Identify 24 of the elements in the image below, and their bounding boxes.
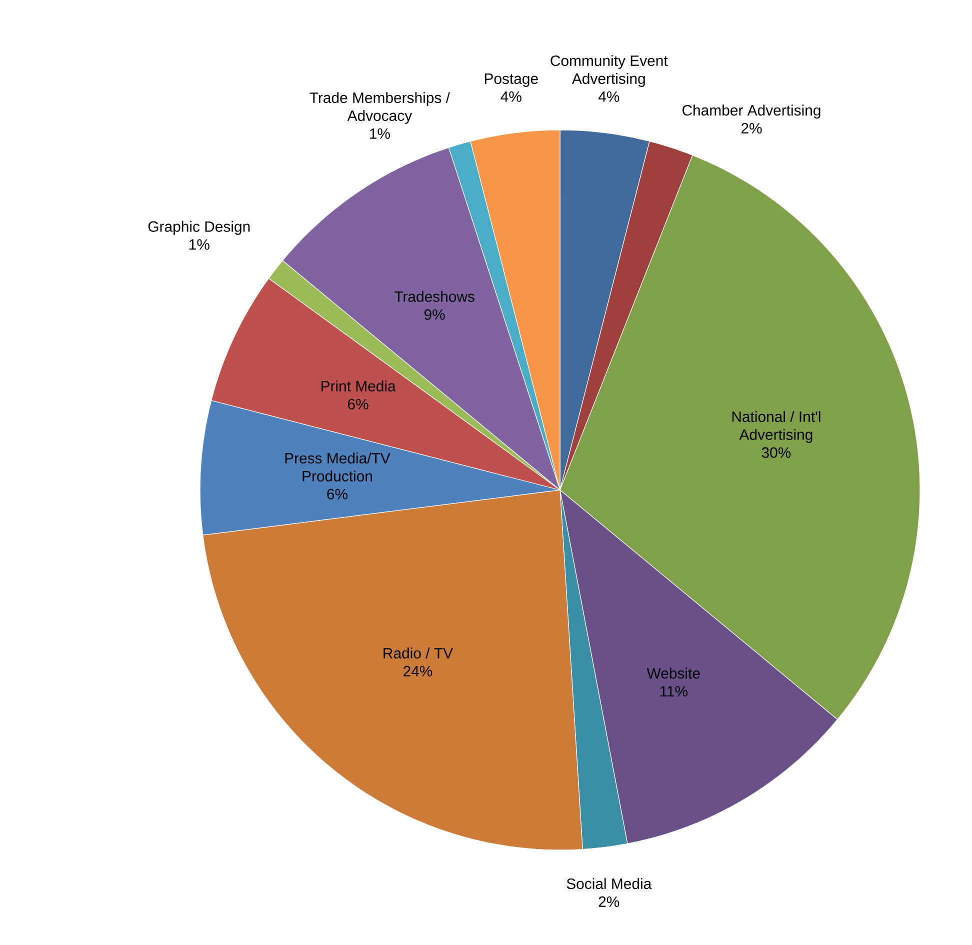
data-label: 2% <box>741 122 762 134</box>
slice-label: Print Media <box>321 380 396 392</box>
slice-label: National / Int'l Advertising <box>732 411 820 443</box>
slice-label: Postage <box>484 74 538 87</box>
slice-label: Press Media/TV Production <box>285 452 390 482</box>
data-label: 4% <box>598 91 620 102</box>
data-label: 30% <box>762 447 791 458</box>
slice-label: Radio / TV <box>384 648 453 659</box>
data-label: 1% <box>189 239 210 250</box>
slice-label: Graphic Design <box>148 220 250 235</box>
data-label: 1% <box>370 128 390 139</box>
slice-label: Website <box>646 668 700 679</box>
data-label: 24% <box>404 666 432 676</box>
slice-label: Community Event Advertising <box>550 55 668 87</box>
data-label: 6% <box>348 398 368 410</box>
slice-label: Social Media <box>566 878 652 890</box>
slice-label: Chamber Advertising <box>682 104 820 119</box>
data-label: 6% <box>327 488 348 500</box>
data-label: 4% <box>500 91 522 102</box>
slice-label: Tradeshows <box>394 290 474 302</box>
data-label: 11% <box>660 686 688 697</box>
slice-label: Trade Memberships / Advocacy <box>310 92 450 124</box>
data-label: 2% <box>598 896 620 907</box>
data-label: 9% <box>424 309 445 320</box>
